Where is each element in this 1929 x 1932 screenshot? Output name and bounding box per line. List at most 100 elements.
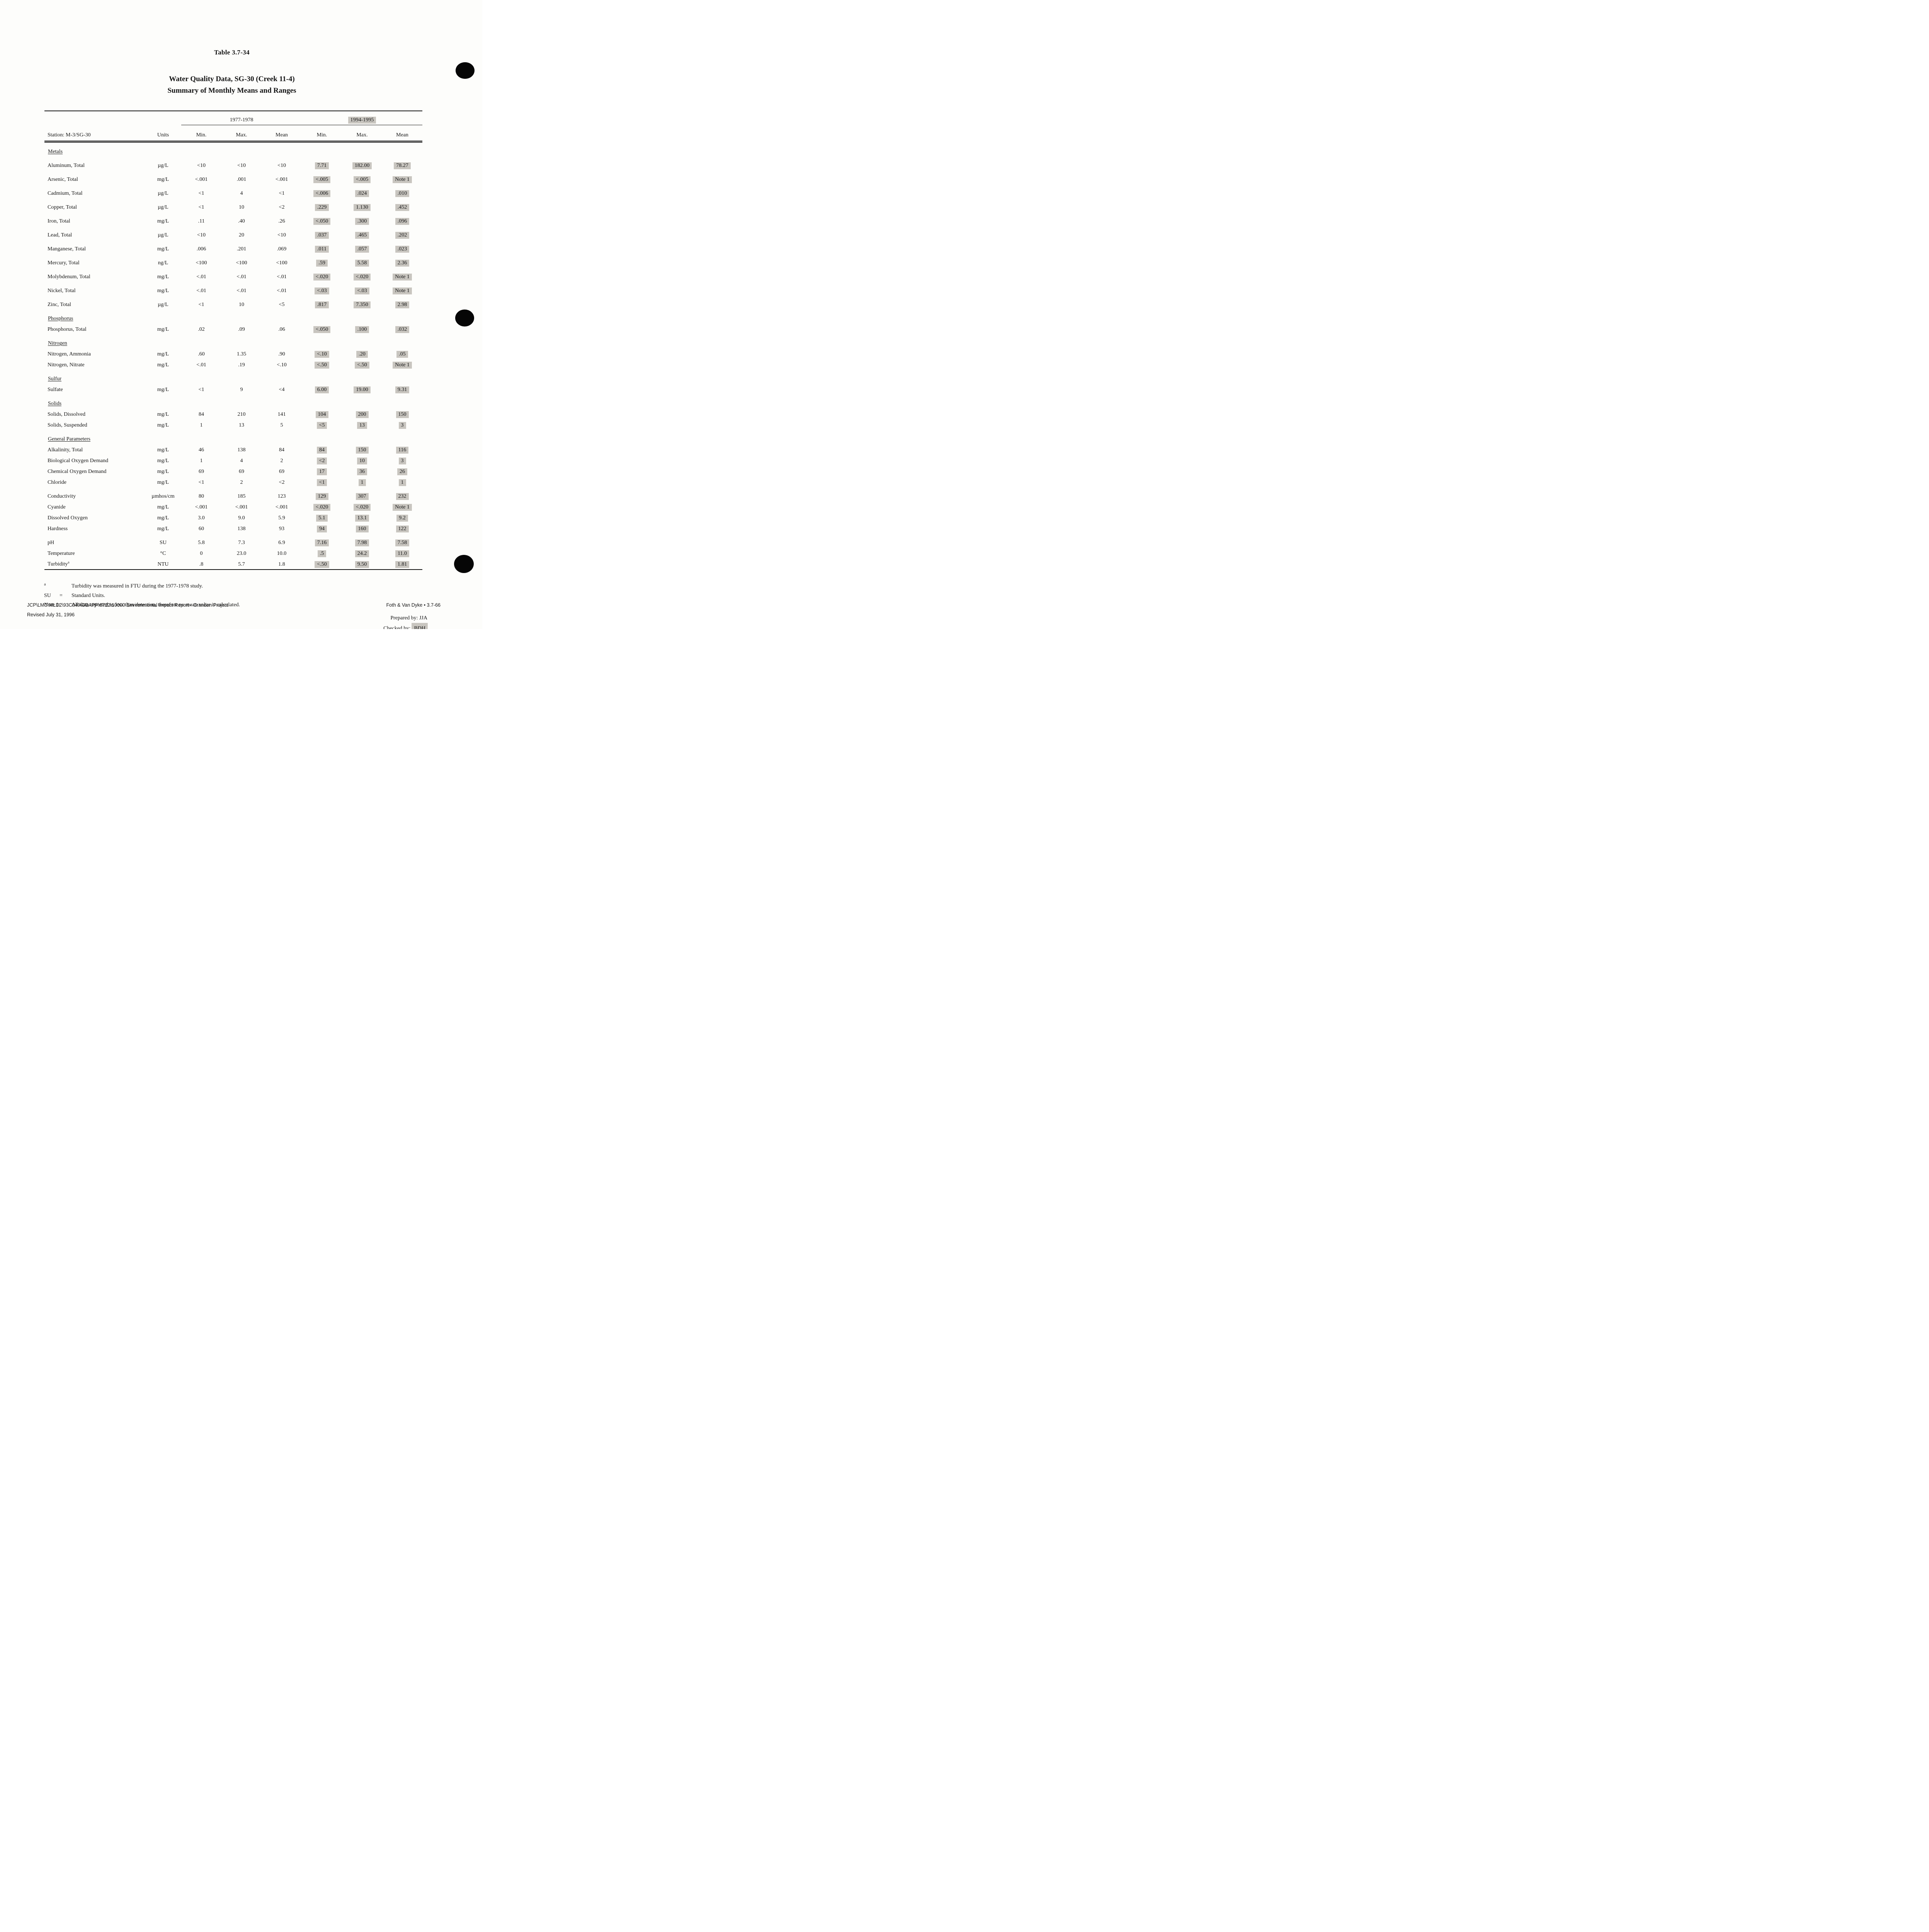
value-cell-1994: 182.00 [342,156,382,170]
value-cell-1994: 7.16 [302,534,342,548]
table-row: Nitrogen, Ammonia mg/L .60 1.35 .90 <.10 .20 .0… [44,348,422,359]
parameter-cell: Sulfate [48,387,63,393]
highlighted-value: Note 1 [393,362,412,368]
units-cell: SU [160,540,167,546]
highlighted-value: <.020 [313,504,330,510]
punch-hole-middle-icon [455,310,474,327]
section-heading-row: Metals [44,142,422,157]
units-cell: °C [160,551,166,556]
table-row: Turbiditya NTU .8 5.7 1.8 <.50 9.50 1.81 [44,558,422,570]
value-cell-1994: 94 [302,523,342,534]
value-cell-1977: 141 [277,412,286,417]
units-cell: mg/L [157,422,169,428]
highlighted-value: 5.1 [316,515,327,521]
value-cell-1977: 23.0 [236,551,247,556]
highlighted-value: 1 [359,480,366,486]
value-cell-1994: <.03 [342,282,382,296]
document-title-line2: Summary of Monthly Means and Ranges [167,87,296,95]
highlighted-value: <.03 [315,288,329,294]
value-cell-1994: <.050 [302,212,342,226]
units-cell: µmhos/cm [151,493,175,499]
value-cell-1977: <100 [276,260,287,266]
highlighted-value: .057 [355,246,369,252]
highlighted-value: 3 [399,458,406,464]
checked-by: Checked by: BDH [44,623,427,629]
value-cell-1977: .40 [238,218,245,224]
value-cell-1977: 123 [277,493,286,499]
footnotes: a Turbidity was measured in FTU during th… [44,580,482,610]
parameter-cell: Copper, Total [48,204,77,210]
highlighted-value: .452 [395,204,409,211]
highlighted-value: 150 [396,412,408,418]
highlighted-value: 36 [357,469,367,475]
value-cell-1994: 9.2 [382,512,422,523]
value-cell-1994: 200 [342,408,382,419]
value-cell-1994: 17 [302,466,342,476]
table-number-title: Table 3.7-34 [214,49,250,56]
highlighted-value: .229 [315,204,329,211]
value-cell-1994: Note 1 [382,268,422,282]
value-cell-1994: .5 [302,548,342,558]
value-cell-1977: 69 [239,469,244,474]
highlighted-value: 94 [317,526,327,532]
value-cell-1994: <.020 [302,501,342,512]
parameter-cell: Solids, Suspended [48,422,87,428]
footnote-su-equals: = [60,592,63,599]
section-heading: Phosphorus [48,316,73,321]
value-cell-1994: <.020 [342,268,382,282]
highlighted-value: .05 [397,351,408,357]
value-cell-1977: 10 [239,204,244,210]
value-cell-1977: <.001 [275,504,288,510]
value-cell-1977: <1 [198,302,204,308]
highlighted-value: Note 1 [393,504,412,510]
highlighted-value: <2 [317,458,327,464]
value-cell-1994: 1.81 [382,558,422,570]
value-cell-1977: 46 [199,447,204,453]
value-cell-1994: .010 [382,184,422,198]
parameter-cell: Conductivity [48,493,76,499]
value-cell-1977: 1 [200,458,203,464]
highlighted-value: 7.58 [395,540,409,546]
highlighted-value: 116 [396,447,408,453]
value-cell-1977: <1 [198,204,204,210]
units-cell: mg/L [157,526,169,532]
value-cell-1977: 4 [240,190,243,196]
units-cell: NTU [157,561,169,567]
value-cell-1977: <4 [279,387,285,393]
value-cell-1994: 9.50 [342,558,382,570]
parameter-cell: Lead, Total [48,232,72,238]
highlighted-value: 9.2 [397,515,408,521]
parameter-cell: Chloride [48,480,66,485]
value-cell-1994: 7.71 [302,156,342,170]
highlighted-value: .465 [355,232,369,238]
units-cell: mg/L [157,469,169,474]
table-row: Zinc, Total µg/L <1 10 <5 .817 7.350 2.98 [44,296,422,310]
min-1977-header: Min. [181,125,221,143]
table-row: Manganese, Total mg/L .006 .201 .069 .011 .057… [44,240,422,254]
value-cell-1977: .90 [278,351,285,357]
units-cell: µg/L [158,302,168,308]
highlighted-value: Note 1 [393,274,412,280]
value-cell-1977: 10 [239,302,244,308]
parameter-cell: Mercury, Total [48,260,80,266]
value-cell-1977: 6.9 [278,540,285,546]
units-cell: mg/L [157,351,169,357]
value-cell-1994: .05 [382,348,422,359]
value-cell-1977: <.01 [236,274,247,280]
value-cell-1977: 5.8 [198,540,205,546]
highlighted-value: 1.81 [395,561,409,568]
highlighted-value: .024 [355,190,369,197]
highlighted-value: <.020 [354,274,371,280]
value-cell-1994: <.50 [302,558,342,570]
value-cell-1977: 10.0 [277,551,287,556]
footer-file-path: JCP\LMC\MLD2\93C049\GBAPP\6722\10000 Env… [27,602,228,608]
value-cell-1977: .09 [238,327,245,332]
units-cell: mg/L [157,246,169,252]
parameter-cell: Manganese, Total [48,246,86,252]
value-cell-1994: 160 [342,523,382,534]
value-cell-1977: <.10 [277,362,287,368]
highlighted-value: <.020 [313,274,330,280]
value-cell-1994: <.03 [302,282,342,296]
highlighted-value: 104 [316,412,328,418]
parameter-cell: Arsenic, Total [48,177,78,182]
